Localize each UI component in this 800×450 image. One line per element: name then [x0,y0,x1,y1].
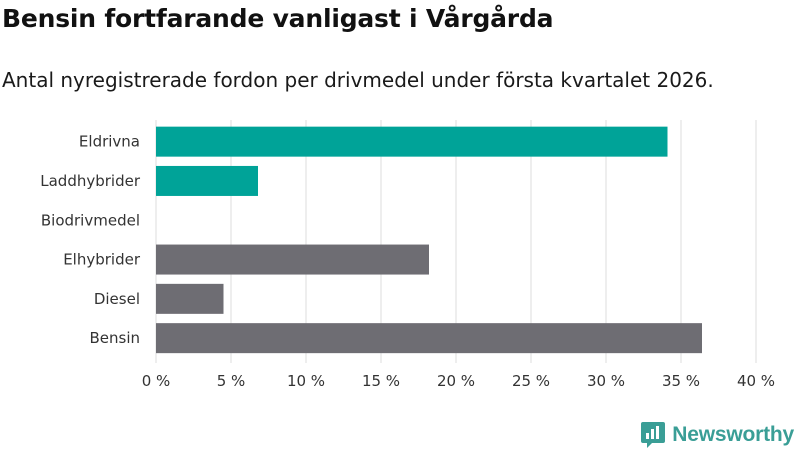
bar-elhybrider [156,244,429,275]
x-tick-label: 30 % [587,372,625,390]
bar-laddhybrider [156,165,258,196]
bar-eldrivna [156,126,668,157]
category-label: Elhybrider [63,251,141,269]
category-label: Diesel [94,290,140,308]
chart-title: Bensin fortfarande vanligast i Vårgårda [2,4,554,33]
x-tick-label: 25 % [512,372,550,390]
category-label: Bensin [89,329,140,347]
x-tick-label: 20 % [437,372,475,390]
x-tick-label: 35 % [662,372,700,390]
bar-chart: Eldrivna Laddhybrider Biodrivmedel Elhybrid… [40,120,775,390]
x-axis-ticks: 0 % 5 % 10 % 15 % 20 % 25 % 30 % 35 % 40 % [142,372,775,390]
bar-diesel [156,283,224,314]
x-tick-label: 0 % [142,372,171,390]
x-tick-label: 5 % [217,372,246,390]
category-label: Biodrivmedel [41,211,140,229]
category-label: Eldrivna [79,133,140,151]
x-tick-label: 10 % [287,372,325,390]
gridlines [155,120,757,363]
newsworthy-brand: Newsworthy [640,420,794,450]
category-labels: Eldrivna Laddhybrider Biodrivmedel Elhybrid… [40,133,141,348]
x-tick-label: 15 % [362,372,400,390]
category-label: Laddhybrider [40,172,141,190]
x-tick-label: 40 % [737,372,775,390]
chart-subtitle: Antal nyregistrerade fordon per drivmede… [2,68,714,92]
brand-name: Newsworthy [672,423,794,446]
newsworthy-logo-icon [641,422,666,448]
bars [156,126,702,354]
bar-bensin [156,323,702,354]
